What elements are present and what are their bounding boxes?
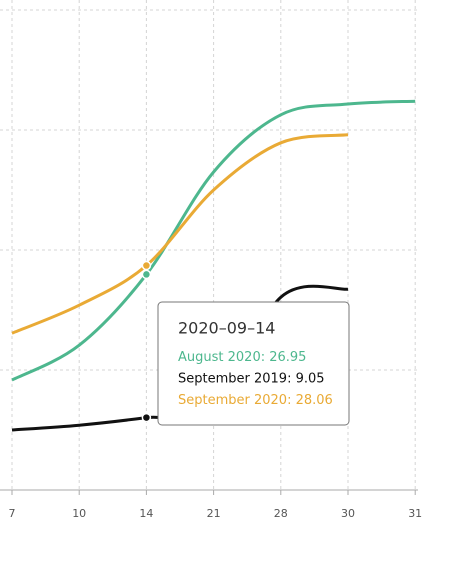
- tooltip-item: August 2020: 26.95: [178, 350, 306, 365]
- tooltip-sep: :: [287, 371, 296, 386]
- tooltip-sep: :: [287, 393, 296, 408]
- x-tick-label: 14: [139, 507, 153, 520]
- x-tick-label: 28: [274, 507, 288, 520]
- line-series: [11, 133, 349, 335]
- hover-point: [141, 260, 152, 271]
- tooltip-item-value: 9.05: [296, 371, 325, 386]
- tooltip-item-value: 26.95: [269, 350, 306, 365]
- tooltip-item-name: September 2019: [178, 371, 287, 386]
- tooltip-item: September 2020: 28.06: [178, 393, 333, 408]
- tooltip-sep: :: [261, 350, 270, 365]
- hover-point: [141, 269, 152, 280]
- tooltip-title: 2020–09–14: [178, 319, 275, 338]
- tooltip-item-name: August 2020: [178, 350, 261, 365]
- tooltip-item-value: 28.06: [296, 393, 333, 408]
- x-tick-label: 7: [9, 507, 16, 520]
- tooltip-item-name: September 2020: [178, 393, 287, 408]
- x-tick-label: 30: [341, 507, 355, 520]
- x-tick-label: 10: [72, 507, 86, 520]
- grid: 7 10 14 21 28 30 31: [0, 0, 422, 520]
- line-series: [11, 99, 416, 382]
- x-tick-label: 21: [207, 507, 221, 520]
- hover-point: [141, 412, 152, 423]
- tooltip: 2020–09–14 August 2020: 26.95 September 2…: [157, 301, 350, 426]
- tooltip-item: September 2019: 9.05: [178, 371, 325, 386]
- x-tick-label: 31: [408, 507, 422, 520]
- tooltip-box: [157, 301, 350, 426]
